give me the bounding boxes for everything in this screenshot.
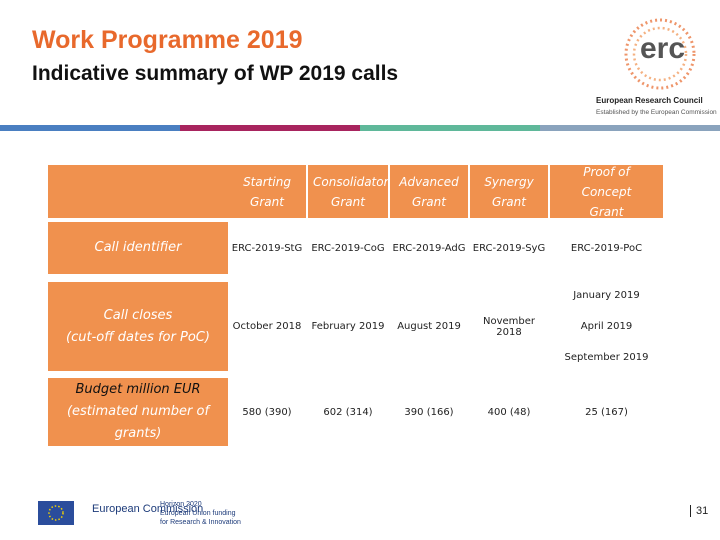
erc-logo: erc: [640, 32, 686, 65]
cell-text: November 2018: [482, 315, 536, 338]
table-cell: 25 (167): [550, 378, 663, 446]
table-cell: ERC-2019-SyG: [470, 222, 548, 274]
cell-text: September 2019: [564, 352, 649, 363]
cell-text: ERC-2019-AdG: [392, 242, 466, 254]
row-label: Call closes: [103, 307, 173, 323]
row-header: Budget million EUR (estimated number of g…: [48, 378, 228, 446]
row-note: (estimated number of grants): [66, 404, 210, 441]
color-bar: [180, 125, 360, 131]
funding: for Research & Innovation: [160, 519, 241, 526]
funding: European Union funding: [160, 510, 236, 517]
cell-text: January 2019: [573, 290, 640, 301]
table-cell: February 2019: [308, 282, 388, 371]
cell-text: February 2019: [311, 321, 385, 332]
color-bar: [0, 125, 180, 131]
erc-tagline: Established by the European Commission: [596, 109, 717, 116]
column-header: Proof of Concept Grant: [550, 165, 663, 219]
table-cell: ERC-2019-CoG: [308, 222, 388, 274]
table-cell: 390 (166): [390, 378, 468, 446]
erc-name: European Research Council: [596, 96, 703, 105]
cell-text: 25 (167): [585, 406, 628, 418]
table-cell: January 2019 April 2019 September 2019: [550, 282, 663, 371]
column-label: Starting Grant: [243, 174, 291, 209]
column-header: Advanced Grant: [390, 165, 468, 218]
cell-text: October 2018: [232, 321, 302, 332]
column-header: Synergy Grant: [470, 165, 548, 218]
subtitle: Indicative summary of WP 2019 calls: [32, 62, 399, 85]
page-number: 31: [690, 505, 708, 517]
cell-text: April 2019: [580, 321, 633, 332]
commission: European Commission: [92, 503, 204, 515]
color-bar: [540, 125, 720, 131]
row-header: Call identifier: [48, 222, 228, 274]
table-cell: ERC-2019-StG: [228, 222, 306, 274]
ec-logo: [38, 501, 74, 525]
row-header: Call closes (cut-off dates for PoC): [48, 282, 228, 371]
erc-dots: [624, 18, 696, 90]
cell-text: August 2019: [397, 321, 461, 332]
column-label: Consolidator Grant: [313, 174, 389, 209]
column-label: Proof of Concept Grant: [581, 164, 632, 219]
column-label: Synergy Grant: [484, 174, 534, 209]
cell-text: ERC-2019-PoC: [570, 242, 643, 254]
row-label: Call identifier: [94, 240, 182, 255]
title: Work Programme 2019: [32, 26, 303, 54]
row-note: (cut-off dates for PoC): [66, 329, 210, 345]
cell-text: 400 (48): [487, 406, 531, 418]
cell-text: ERC-2019-SyG: [472, 242, 546, 254]
table-cell: August 2019: [390, 282, 468, 371]
table-cell: ERC-2019-AdG: [390, 222, 468, 274]
cell-text: 602 (314): [323, 406, 373, 418]
column-label: Advanced Grant: [399, 174, 459, 209]
cell-text: 580 (390): [242, 406, 292, 418]
table-cell: November 2018: [470, 282, 548, 371]
row-label: Budget million EUR: [75, 382, 201, 397]
table-cell: 602 (314): [308, 378, 388, 446]
cell-text: 390 (166): [404, 406, 454, 418]
column-header: Starting Grant: [228, 165, 306, 218]
column-header: Consolidator Grant: [308, 165, 389, 218]
header-corner: [48, 165, 228, 218]
table-cell: ERC-2019-PoC: [550, 222, 663, 274]
table-cell: 400 (48): [470, 378, 548, 446]
cell-text: ERC-2019-CoG: [311, 242, 385, 254]
cell-text: ERC-2019-StG: [231, 242, 303, 254]
table-cell: October 2018: [228, 282, 306, 371]
color-bar: [360, 125, 540, 131]
programme: Horizon 2020: [160, 501, 202, 508]
table-cell: 580 (390): [228, 378, 306, 446]
